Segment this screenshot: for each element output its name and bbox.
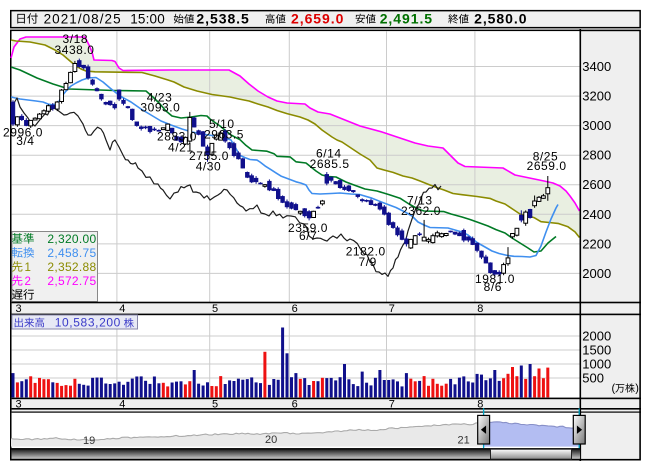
svg-text:7/13: 7/13 xyxy=(407,193,433,207)
svg-text:2685.5: 2685.5 xyxy=(310,157,350,171)
svg-text:7: 7 xyxy=(389,398,395,410)
svg-text:2,572.75: 2,572.75 xyxy=(47,274,96,288)
svg-text:3400: 3400 xyxy=(582,59,611,74)
svg-text:2182.0: 2182.0 xyxy=(346,244,386,258)
svg-text:500: 500 xyxy=(582,371,604,386)
svg-text:1: 1 xyxy=(25,262,31,274)
svg-text:20: 20 xyxy=(265,434,277,446)
svg-text:15:00: 15:00 xyxy=(130,11,165,26)
svg-text:4/30: 4/30 xyxy=(196,159,222,173)
svg-text:2659.0: 2659.0 xyxy=(527,159,567,173)
svg-text:8: 8 xyxy=(477,303,483,315)
svg-text:5/10: 5/10 xyxy=(209,117,235,131)
svg-text:1500: 1500 xyxy=(582,343,611,358)
svg-text:2963.5: 2963.5 xyxy=(204,128,244,142)
svg-text:3438.0: 3438.0 xyxy=(55,43,95,57)
svg-text:2755.0: 2755.0 xyxy=(189,149,229,163)
svg-text:7/9: 7/9 xyxy=(359,255,377,269)
svg-text:3200: 3200 xyxy=(582,89,611,104)
svg-text:3/4: 3/4 xyxy=(16,134,34,148)
svg-text:4: 4 xyxy=(119,303,125,315)
svg-text:6/7: 6/7 xyxy=(299,229,317,243)
svg-text:4/23: 4/23 xyxy=(147,91,173,105)
svg-text:1000: 1000 xyxy=(582,357,611,372)
svg-text:21: 21 xyxy=(458,435,470,447)
svg-text:2,659.0: 2,659.0 xyxy=(291,10,344,26)
svg-text:4: 4 xyxy=(119,398,125,410)
svg-text:): ) xyxy=(635,383,639,395)
svg-text:8/25: 8/25 xyxy=(533,150,559,164)
svg-text:(: ( xyxy=(612,383,616,395)
svg-text:2883.0: 2883.0 xyxy=(157,130,197,144)
svg-text:2800: 2800 xyxy=(582,148,611,163)
svg-text:2,320.00: 2,320.00 xyxy=(47,232,96,246)
svg-text:2359.0: 2359.0 xyxy=(288,221,328,235)
svg-text:2,491.5: 2,491.5 xyxy=(380,10,433,26)
svg-text:2,538.5: 2,538.5 xyxy=(196,10,249,26)
svg-text:3000: 3000 xyxy=(582,118,611,133)
svg-text:3: 3 xyxy=(16,398,22,410)
svg-text:2021/08/25: 2021/08/25 xyxy=(44,11,122,26)
svg-text:2400: 2400 xyxy=(582,207,611,222)
svg-text:6/14: 6/14 xyxy=(316,146,342,160)
svg-text:2362.0: 2362.0 xyxy=(401,204,441,218)
svg-text:2996.0: 2996.0 xyxy=(3,125,43,139)
svg-text:2200: 2200 xyxy=(582,236,611,251)
svg-text:2,352.88: 2,352.88 xyxy=(47,260,96,274)
svg-text:3/18: 3/18 xyxy=(63,32,89,46)
svg-text:2,458.75: 2,458.75 xyxy=(47,246,96,260)
svg-text:1981.0: 1981.0 xyxy=(475,272,515,286)
svg-text:6: 6 xyxy=(292,303,298,315)
svg-text:3: 3 xyxy=(16,303,22,315)
svg-text:19: 19 xyxy=(83,435,95,447)
svg-text:5: 5 xyxy=(212,398,218,410)
svg-text:2: 2 xyxy=(25,276,31,288)
svg-text:2600: 2600 xyxy=(582,177,611,192)
svg-text:8: 8 xyxy=(477,398,483,410)
svg-text:3093.0: 3093.0 xyxy=(140,101,180,115)
svg-text:2000: 2000 xyxy=(582,329,611,344)
svg-text:5: 5 xyxy=(212,303,218,315)
svg-text:6: 6 xyxy=(292,398,298,410)
svg-text:2000: 2000 xyxy=(582,266,611,281)
svg-text:8/6: 8/6 xyxy=(484,280,502,294)
svg-text:2,580.0: 2,580.0 xyxy=(474,10,527,26)
svg-text:7: 7 xyxy=(389,303,395,315)
svg-text:4/21: 4/21 xyxy=(168,140,194,154)
svg-text:10,583,200: 10,583,200 xyxy=(55,315,121,329)
